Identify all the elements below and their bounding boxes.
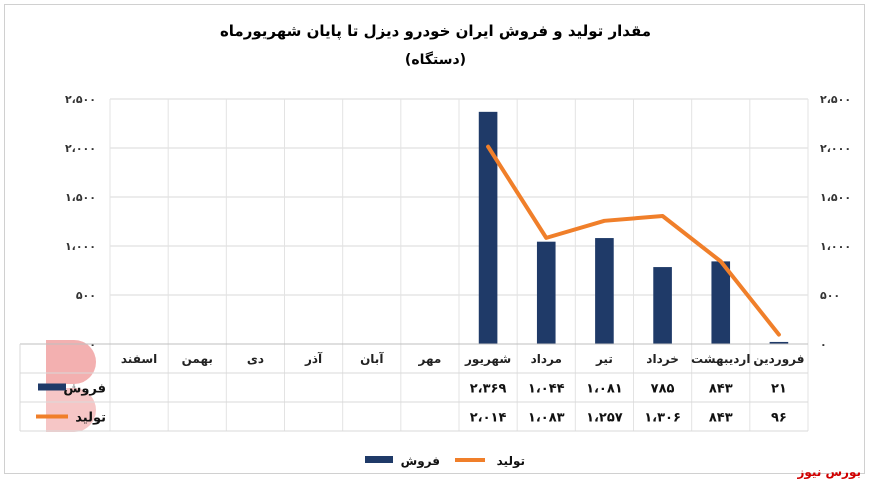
bar-sales [769, 341, 789, 344]
legend: فروش تولید [365, 454, 525, 469]
x-category-label: آذر [304, 351, 323, 366]
bar-sales [595, 238, 614, 344]
table-cell-value: ۲،۰۱۴ [470, 411, 507, 426]
legend-label-production: تولید [497, 454, 525, 469]
y-tick-label-right: ۵۰۰ [820, 289, 840, 302]
table-cell-value: ۸۴۳ [709, 411, 733, 426]
source-label: بورس نیوز [797, 465, 861, 479]
y-tick-label-right: ۱،۵۰۰ [820, 191, 851, 204]
x-category-label: آبان [360, 351, 384, 366]
x-category-label: مرداد [531, 352, 562, 366]
bar-sales [478, 111, 498, 344]
legend-key-production [455, 458, 485, 462]
y-axis-right: ۰ ۵۰۰ ۱،۰۰۰ ۱،۵۰۰ ۲،۰۰۰ ۲،۵۰۰ [820, 93, 851, 351]
y-tick-label-right: ۲،۰۰۰ [820, 142, 851, 155]
table-cell-value: ۱،۰۴۴ [528, 382, 565, 397]
x-category-label: دی [247, 352, 264, 366]
bar-sales [711, 261, 731, 344]
y-tick-label-right: ۲،۵۰۰ [820, 93, 851, 106]
gridlines [109, 98, 809, 431]
table-cell-value: ۲،۳۶۹ [470, 382, 507, 397]
x-category-label: اردیبهشت [691, 352, 750, 366]
table-cell-value: ۸۴۳ [709, 382, 733, 397]
table-cell-value: ۲۱ [771, 382, 787, 397]
chart-subtitle: (دستگاه) [404, 52, 467, 68]
table-cell-value: ۷۸۵ [651, 382, 675, 397]
table-legend-key-line [36, 414, 68, 419]
y-tick-label-right: ۱،۰۰۰ [820, 240, 851, 253]
chart-frame [4, 4, 865, 474]
x-category-label: خرداد [646, 352, 679, 366]
y-tick-label-left: ۵۰۰ [76, 289, 96, 302]
y-tick-label-left: ۱،۵۰۰ [65, 191, 96, 204]
chart-title: مقدار تولید و فروش ایران خودرو دیزل تا پ… [219, 22, 652, 40]
x-category-label: بهمن [182, 352, 213, 366]
y-tick-label-right: ۰ [820, 338, 827, 351]
y-tick-label-left: ۲،۵۰۰ [65, 93, 96, 106]
table-cell-value: ۱،۳۰۶ [644, 411, 681, 426]
x-category-label: فروردین [753, 352, 804, 367]
table-series-name: تولید [75, 411, 106, 426]
x-category-label: تیر [595, 352, 613, 366]
table-cell-value: ۱،۰۸۱ [586, 382, 623, 397]
x-category-label: شهریور [464, 352, 511, 367]
legend-key-sales [365, 456, 393, 463]
bar-sales [653, 267, 672, 344]
line-series-production [486, 144, 781, 337]
x-category-label: مهر [418, 352, 442, 366]
y-tick-label-left: ۲،۰۰۰ [65, 142, 96, 155]
line-production [486, 144, 781, 337]
x-category-label: اسفند [121, 352, 157, 366]
table-series-name: فروش [63, 382, 106, 397]
bars-series-sales [478, 111, 789, 344]
table-cell-value: ۱،۰۸۳ [528, 411, 565, 426]
y-tick-label-left: ۱،۰۰۰ [65, 240, 96, 253]
bar-sales [536, 241, 556, 344]
table-cell-value: ۱،۲۵۷ [586, 411, 623, 426]
legend-label-sales: فروش [401, 454, 440, 469]
table-cell-value: ۹۶ [771, 411, 787, 426]
table-legend-key-bar [38, 383, 66, 391]
